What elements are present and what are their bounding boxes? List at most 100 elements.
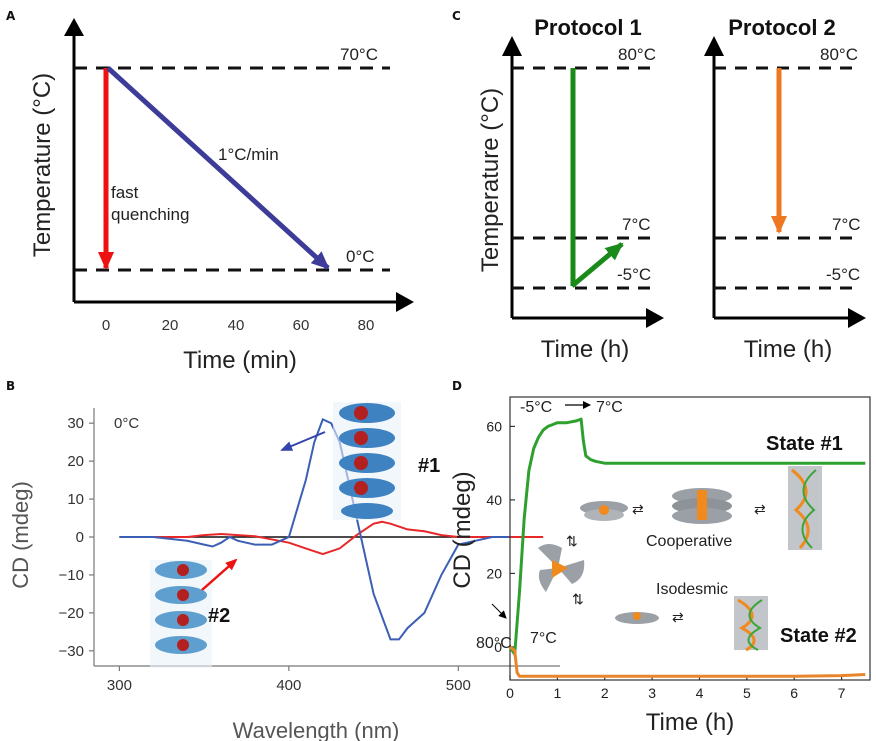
b-xtick-label: 500 <box>446 677 471 694</box>
panel-d: D 60 40 20 0 0 1 2 3 4 5 6 7 CD (mdeg) Time (h) -5… <box>449 379 871 736</box>
d-annotation-state1: State #1 <box>766 433 843 455</box>
d-equilibrium-up: ⇅ <box>566 533 578 549</box>
a-x-axis-arrowhead <box>396 292 414 312</box>
b-xtick-label: 400 <box>276 677 301 694</box>
panel-label-d: D <box>452 379 462 393</box>
c1-y-axis-label: Temperature (°C) <box>477 88 504 272</box>
d-series-line-1 <box>508 417 866 656</box>
d-annotation-start: 80°C <box>476 635 512 652</box>
c1-y-axis-arrowhead <box>502 36 522 56</box>
a-xtick-20: 20 <box>162 317 179 334</box>
a-annotation-fast: fast <box>111 183 139 202</box>
panel-c: C Protocol 1 80°C 7°C -5°C Time (h) Temp… <box>452 9 866 363</box>
b-xtick-label: 300 <box>107 677 132 694</box>
d-annotation-isodesmic: Isodesmic <box>656 581 728 598</box>
d-equilibrium-down: ⇅ <box>572 591 584 607</box>
b-annotation-state2: #2 <box>208 605 230 627</box>
c1-ref-label-80: 80°C <box>618 45 656 64</box>
b-x-axis-label: Wavelength (nm) <box>233 718 400 741</box>
d-xtick-label: 0 <box>506 685 514 701</box>
b-ytick-label: −10 <box>59 567 84 584</box>
d-series-line-2 <box>509 645 866 678</box>
d-xtick-label: 5 <box>743 685 751 701</box>
b-y-ticks: 30 20 10 0 −10 −20 −30 <box>59 415 94 660</box>
a-xtick-60: 60 <box>293 317 310 334</box>
d-xtick-label: 1 <box>553 685 561 701</box>
d-small-assembly-illustration: ⇄ <box>615 609 684 625</box>
a-ref-label-0: 0°C <box>346 247 375 266</box>
b-annotation-temp: 0°C <box>114 415 139 432</box>
b-ytick-label: 10 <box>67 491 84 508</box>
b-x-ticks: 300 400 500 <box>107 666 471 694</box>
c2-ref-label-80: 80°C <box>820 45 858 64</box>
c2-x-axis-label: Time (h) <box>744 336 832 363</box>
d-helix-iso-illustration <box>734 596 768 652</box>
a-y-axis-arrowhead <box>64 18 84 36</box>
b-y-axis-label: CD (mdeg) <box>8 481 33 589</box>
c1-x-axis-arrowhead <box>646 308 664 328</box>
b-ytick-label: −30 <box>59 643 84 660</box>
d-xtick-label: 2 <box>601 685 609 701</box>
d-xtick-label: 3 <box>648 685 656 701</box>
b-helix-2-illustration <box>150 560 212 668</box>
d-stack-illustration: ⇄ <box>672 488 766 524</box>
d-ytick-label: 0 <box>494 639 502 655</box>
d-x-ticks: 0 1 2 3 4 5 6 7 <box>506 675 846 701</box>
d-equilibrium-coop-2: ⇄ <box>754 501 766 517</box>
a-annotation-quenching: quenching <box>111 205 189 224</box>
d-ytick-label: 20 <box>486 565 502 581</box>
c1-ref-label-7: 7°C <box>622 215 651 234</box>
c1-title: Protocol 1 <box>534 15 642 40</box>
d-y-axis-label: CD (mdeg) <box>449 471 476 588</box>
b-series-line-n2 <box>119 520 544 556</box>
panel-label-a: A <box>6 9 16 23</box>
d-annotation-step: -5°C <box>520 399 552 416</box>
c1-ref-label-m5: -5°C <box>617 265 651 284</box>
b-ytick-label: −20 <box>59 605 84 622</box>
c1-x-axis-label: Time (h) <box>541 336 629 363</box>
c2-y-axis-arrowhead <box>704 36 724 56</box>
a-ref-label-70: 70°C <box>340 45 378 64</box>
a-series-ramp <box>106 66 330 270</box>
d-start-arrow <box>491 603 507 619</box>
a-annotation-ramp: 1°C/min <box>218 145 279 164</box>
b-arrow-state1 <box>280 431 326 451</box>
a-x-axis-label: Time (min) <box>183 347 297 374</box>
d-dimer-illustration: ⇄ <box>580 501 644 521</box>
c2-title: Protocol 2 <box>728 15 836 40</box>
d-y-ticks: 60 40 20 0 <box>486 418 515 655</box>
d-helix-coop-illustration <box>788 466 822 550</box>
b-annotation-state1: #1 <box>418 455 440 477</box>
c2-x-axis-arrowhead <box>848 308 866 328</box>
d-xtick-label: 4 <box>696 685 704 701</box>
d-ytick-label: 60 <box>486 418 502 434</box>
d-series-group <box>508 417 866 678</box>
panel-label-c: C <box>452 9 461 23</box>
d-monomer-illustration <box>538 544 585 592</box>
b-ytick-label: 20 <box>67 453 84 470</box>
d-equilibrium-coop-1: ⇄ <box>632 501 644 517</box>
b-helix-1-illustration <box>333 402 401 520</box>
b-series-line-n1 <box>119 418 510 641</box>
d-xtick-label: 6 <box>790 685 798 701</box>
a-xtick-80: 80 <box>358 317 375 334</box>
b-ytick-label: 30 <box>67 415 84 432</box>
c2-ref-label-m5: -5°C <box>826 265 860 284</box>
d-xtick-label: 7 <box>838 685 846 701</box>
b-arrow-state2 <box>201 558 238 591</box>
b-series-group <box>119 418 544 641</box>
d-plot-frame <box>509 396 871 681</box>
b-ytick-label: 0 <box>76 529 84 546</box>
a-xtick-0: 0 <box>102 317 110 334</box>
a-xtick-40: 40 <box>228 317 245 334</box>
panel-a: A 70°C 0°C 1°C/min fast quenching 0 20 4… <box>6 9 414 374</box>
a-y-axis-label: Temperature (°C) <box>29 73 56 257</box>
c1-series-heating <box>570 242 624 288</box>
d-annotation-cooperative: Cooperative <box>646 533 732 550</box>
panel-label-b: B <box>6 379 15 393</box>
d-annotation-low: 7°C <box>530 630 557 647</box>
d-x-axis-label: Time (h) <box>646 709 734 736</box>
d-annotation-step-to: 7°C <box>596 399 623 416</box>
d-ytick-label: 40 <box>486 492 502 508</box>
